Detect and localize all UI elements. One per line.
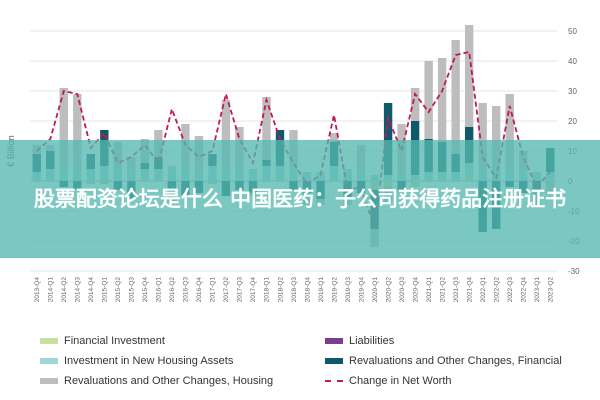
x-tick-label: 2022-Q4 bbox=[520, 277, 527, 303]
bar-segment bbox=[492, 106, 501, 166]
x-tick-label: 2014-Q4 bbox=[88, 277, 95, 303]
legend-label: Investment in New Housing Assets bbox=[64, 355, 234, 367]
x-tick-label: 2014-Q1 bbox=[48, 277, 55, 303]
x-tick-label: 2014-Q3 bbox=[75, 277, 82, 303]
x-tick-label: 2020-Q4 bbox=[412, 277, 419, 303]
legend-item-reval-housing: Revaluations and Other Changes, Housing bbox=[40, 375, 273, 387]
x-tick-label: 2019-Q2 bbox=[331, 277, 338, 303]
x-tick-label: 2018-Q2 bbox=[277, 277, 284, 303]
y-tick-label: 40 bbox=[568, 57, 577, 66]
x-tick-label: 2016-Q1 bbox=[156, 277, 163, 303]
x-tick-label: 2020-Q2 bbox=[385, 277, 392, 303]
y-tick-label: 20 bbox=[568, 117, 577, 126]
x-tick-label: 2020-Q3 bbox=[399, 277, 406, 303]
bar-segment bbox=[383, 103, 393, 175]
x-tick-label: 2023-Q1 bbox=[534, 277, 541, 303]
legend-label: Revaluations and Other Changes, Financia… bbox=[349, 355, 562, 367]
overlay-title: 股票配资论坛是什么 中国医药：子公司获得药品注册证书 bbox=[33, 187, 567, 211]
x-tick-label: 2015-Q2 bbox=[115, 277, 122, 303]
y-tick-label: 50 bbox=[568, 27, 577, 36]
x-tick-label: 2021-Q1 bbox=[426, 277, 433, 303]
legend-item-liabilities: Liabilities bbox=[325, 335, 394, 347]
legend-swatch bbox=[40, 358, 58, 364]
legend-item-net-worth: Change in Net Worth bbox=[325, 375, 452, 387]
x-tick-label: 2018-Q3 bbox=[291, 277, 298, 303]
legend-item-financial-investment: Financial Investment bbox=[40, 335, 165, 347]
x-tick-label: 2017-Q1 bbox=[210, 277, 217, 303]
legend-swatch bbox=[325, 338, 343, 344]
x-tick-label: 2023-Q2 bbox=[548, 277, 555, 303]
legend-label: Financial Investment bbox=[64, 335, 165, 347]
x-tick-label: 2017-Q3 bbox=[237, 277, 244, 303]
x-tick-label: 2015-Q3 bbox=[129, 277, 136, 303]
x-tick-label: 2019-Q1 bbox=[318, 277, 325, 303]
legend-label: Revaluations and Other Changes, Housing bbox=[64, 375, 274, 387]
x-tick-label: 2015-Q1 bbox=[102, 277, 109, 303]
x-tick-label: 2013-Q4 bbox=[34, 277, 41, 303]
legend-label: Change in Net Worth bbox=[349, 375, 452, 387]
x-tick-label: 2019-Q3 bbox=[345, 277, 352, 303]
bar-segment bbox=[424, 61, 433, 139]
bar-segment bbox=[59, 88, 68, 169]
legend-swatch bbox=[325, 358, 343, 364]
y-tick-label: -30 bbox=[568, 267, 580, 276]
legend: Financial Investment Liabilities Investm… bbox=[40, 335, 600, 395]
bar-segment bbox=[478, 103, 487, 169]
x-tick-label: 2020-Q1 bbox=[372, 277, 379, 303]
legend-item-new-housing: Investment in New Housing Assets bbox=[40, 355, 233, 367]
bar-segment bbox=[262, 97, 271, 160]
x-tick-label: 2021-Q2 bbox=[439, 277, 446, 303]
x-tick-label: 2022-Q3 bbox=[507, 277, 514, 303]
title-overlay: 股票配资论坛是什么 中国医药：子公司获得药品注册证书 bbox=[0, 140, 600, 258]
bar-segment bbox=[329, 133, 339, 142]
bar-segment bbox=[221, 100, 231, 166]
x-tick-label: 2018-Q4 bbox=[304, 277, 311, 303]
bar-segment bbox=[410, 88, 420, 121]
x-tick-label: 2022-Q1 bbox=[480, 277, 487, 303]
x-tick-label: 2014-Q2 bbox=[61, 277, 68, 303]
bar-segment bbox=[505, 94, 514, 169]
legend-swatch bbox=[40, 378, 58, 384]
bar-segment bbox=[464, 25, 474, 127]
x-tick-label: 2016-Q4 bbox=[196, 277, 203, 303]
x-tick-label: 2017-Q4 bbox=[250, 277, 257, 303]
x-tick-label: 2019-Q4 bbox=[358, 277, 365, 303]
x-tick-label: 2022-Q2 bbox=[493, 277, 500, 303]
x-tick-label: 2021-Q4 bbox=[466, 277, 473, 303]
x-tick-label: 2016-Q3 bbox=[183, 277, 190, 303]
x-tick-label: 2018-Q1 bbox=[264, 277, 271, 303]
y-tick-label: 30 bbox=[568, 87, 577, 96]
bar-segment bbox=[451, 40, 460, 154]
bar-segment bbox=[73, 94, 82, 169]
legend-item-reval-financial: Revaluations and Other Changes, Financia… bbox=[325, 355, 562, 367]
legend-label: Liabilities bbox=[349, 335, 395, 347]
x-tick-label: 2016-Q2 bbox=[169, 277, 176, 303]
x-tick-label: 2021-Q3 bbox=[453, 277, 460, 303]
bar-segment bbox=[437, 58, 447, 142]
legend-swatch bbox=[40, 338, 58, 344]
legend-dash bbox=[325, 380, 343, 382]
x-tick-label: 2017-Q2 bbox=[223, 277, 230, 303]
x-tick-label: 2015-Q4 bbox=[142, 277, 149, 303]
